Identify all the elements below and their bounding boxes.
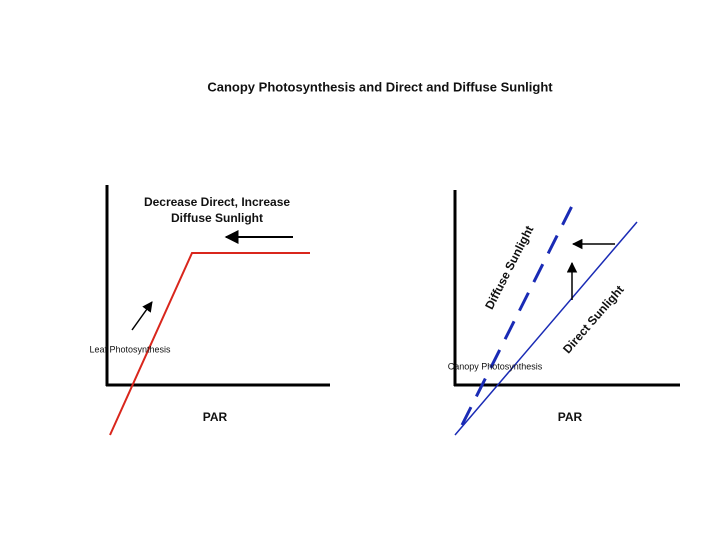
arrow	[131, 301, 153, 331]
title: Canopy Photosynthesis and Direct and Dif…	[207, 79, 553, 94]
right-panel: Diffuse Sunlight Direct Sunlight PAR Can…	[448, 190, 680, 436]
y-label: Leaf Photosynthesis	[89, 344, 171, 354]
line-label: Direct Sunlight	[560, 283, 627, 357]
response-curve	[109, 252, 310, 436]
line-label: Diffuse Sunlight	[482, 223, 536, 311]
left-panel: Decrease Direct, Increase Diffuse Sunlig…	[89, 185, 330, 436]
y-label: Canopy Photosynthesis	[448, 361, 543, 371]
annotation: Diffuse Sunlight	[171, 211, 263, 225]
annotation: Decrease Direct, Increase	[144, 195, 290, 209]
direct-line	[454, 221, 638, 436]
diffuse-line	[460, 199, 577, 426]
x-label: PAR	[558, 410, 583, 424]
x-label: PAR	[203, 410, 228, 424]
